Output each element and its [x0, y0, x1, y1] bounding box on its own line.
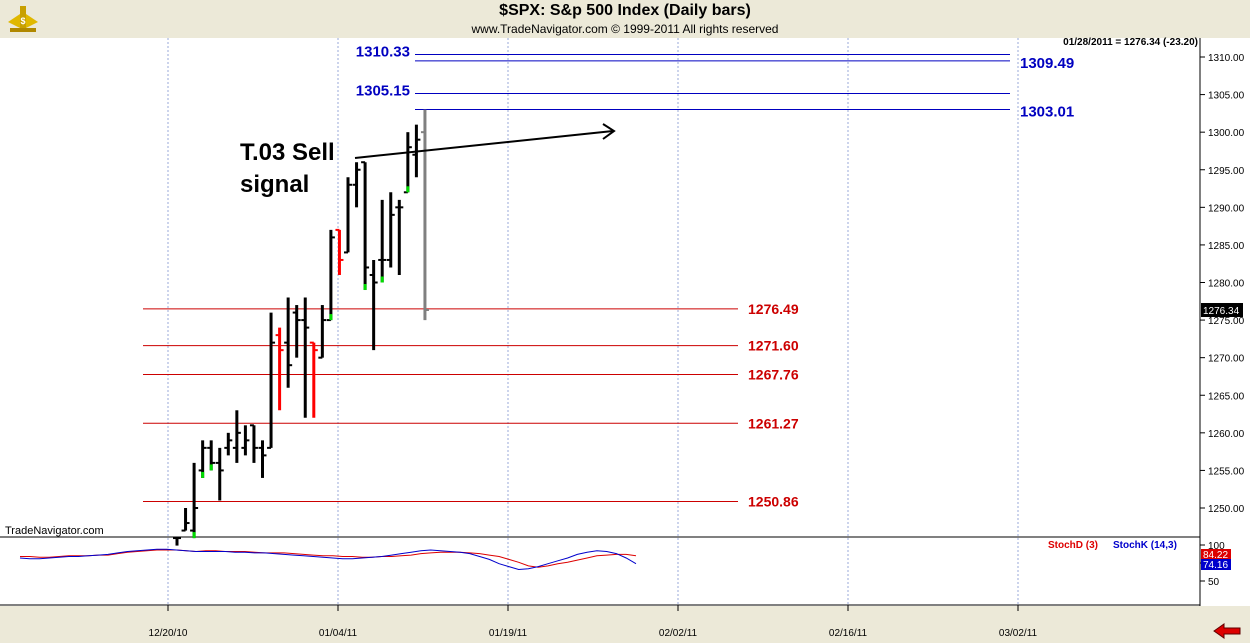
- last-price-label: 1276.34: [1203, 306, 1240, 317]
- sell-signal-text: T.03 Sell: [240, 139, 335, 166]
- stoch-value-label: 84.22: [1203, 550, 1228, 561]
- ohlc-bar: [224, 432, 233, 456]
- ohlc-bar: [292, 305, 301, 358]
- stoch-value-box: [1201, 549, 1231, 560]
- price-tick-label: 1300.00: [1208, 128, 1245, 139]
- ohlc-bar: [352, 162, 361, 208]
- ohlc-bar: [335, 228, 344, 275]
- ohlc-bar: [190, 462, 199, 539]
- resistance-label: 1303.01: [1020, 104, 1074, 121]
- support-label: 1261.27: [748, 415, 799, 431]
- price-tick-label: 1275.00: [1208, 316, 1245, 327]
- date-axis-bg: [0, 606, 1250, 643]
- watermark: TradeNavigator.com: [5, 525, 104, 537]
- price-tick-label: 1310.00: [1208, 53, 1245, 64]
- ohlc-bar: [344, 177, 352, 254]
- date-tick-label: 02/16/11: [829, 628, 868, 639]
- ohlc-bar: [241, 425, 250, 456]
- ohlc-bar: [318, 305, 327, 359]
- ohlc-bar: [361, 161, 370, 291]
- date-tick-label: 01/19/11: [489, 628, 528, 639]
- price-tick-label: 1280.00: [1208, 279, 1245, 290]
- ohlc-bar: [258, 440, 267, 478]
- support-label: 1250.86: [748, 494, 799, 510]
- ohlc-bar: [232, 410, 241, 463]
- ohlc-bar: [215, 447, 224, 501]
- stoch-legend-label: StochK (14,3): [1113, 540, 1177, 551]
- chart-title: $SPX: S&p 500 Index (Daily bars): [499, 2, 751, 19]
- svg-text:$: $: [20, 16, 25, 26]
- stoch-tick-label: 50: [1208, 577, 1220, 588]
- stoch-line-k: [19, 548, 637, 571]
- price-tick-label: 1255.00: [1208, 466, 1245, 477]
- ohlc-bar: [173, 537, 181, 546]
- sell-signal-arrow: [354, 130, 614, 159]
- ohlc-bar: [284, 297, 293, 388]
- ohlc-bar: [301, 297, 310, 418]
- ohlc-bar: [395, 199, 404, 275]
- ohlc-bar: [309, 341, 318, 418]
- ohlc-bar: [420, 109, 429, 321]
- back-arrow-icon[interactable]: [1212, 622, 1242, 640]
- stoch-value-label: 74.16: [1203, 560, 1228, 571]
- date-tick-label: 12/20/10: [149, 628, 188, 639]
- price-tick-label: 1290.00: [1208, 203, 1245, 214]
- sell-signal-arrowhead: [602, 123, 616, 140]
- stoch-line-d: [20, 549, 637, 568]
- price-tick-label: 1295.00: [1208, 166, 1245, 177]
- date-tick-label: 03/02/11: [999, 628, 1038, 639]
- quote-readout: 01/28/2011 = 1276.34 (-23.20): [1063, 37, 1198, 48]
- ohlc-bar: [249, 424, 258, 463]
- resistance-label: 1305.15: [356, 82, 410, 99]
- price-tick-label: 1285.00: [1208, 241, 1245, 252]
- support-label: 1276.49: [748, 301, 799, 317]
- stoch-value-box: [1201, 559, 1231, 570]
- ohlc-bar: [378, 199, 387, 283]
- sell-signal-text: signal: [240, 171, 309, 198]
- stoch-tick-label: 100: [1208, 541, 1225, 552]
- price-tick-label: 1305.00: [1208, 91, 1245, 102]
- ohlc-bar: [403, 132, 412, 194]
- date-tick-label: 02/02/11: [659, 628, 698, 639]
- ohlc-bar: [267, 312, 276, 449]
- ohlc-bar: [275, 327, 284, 411]
- price-tick-label: 1250.00: [1208, 504, 1245, 515]
- ohlc-bar: [181, 508, 190, 532]
- ohlc-bar: [326, 229, 335, 322]
- price-tick-label: 1270.00: [1208, 354, 1245, 365]
- chart-subtitle: www.TradeNavigator.com © 1999-2011 All r…: [471, 22, 779, 36]
- support-label: 1267.76: [748, 367, 799, 383]
- ohlc-bar: [198, 440, 207, 478]
- tradenavigator-logo-icon: $: [8, 6, 38, 32]
- price-tick-label: 1260.00: [1208, 429, 1245, 440]
- ohlc-bar: [386, 192, 395, 268]
- ohlc-bar: [369, 259, 378, 351]
- ohlc-bar: [207, 440, 216, 471]
- support-label: 1271.60: [748, 338, 799, 354]
- resistance-label: 1309.49: [1020, 55, 1074, 72]
- date-tick-label: 01/04/11: [319, 628, 358, 639]
- chart-header: $ $SPX: S&p 500 Index (Daily bars) www.T…: [0, 0, 1250, 38]
- resistance-label: 1310.33: [356, 44, 410, 61]
- last-price-box: [1201, 303, 1243, 318]
- price-tick-label: 1265.00: [1208, 391, 1245, 402]
- stoch-legend-label: StochD (3): [1048, 540, 1098, 551]
